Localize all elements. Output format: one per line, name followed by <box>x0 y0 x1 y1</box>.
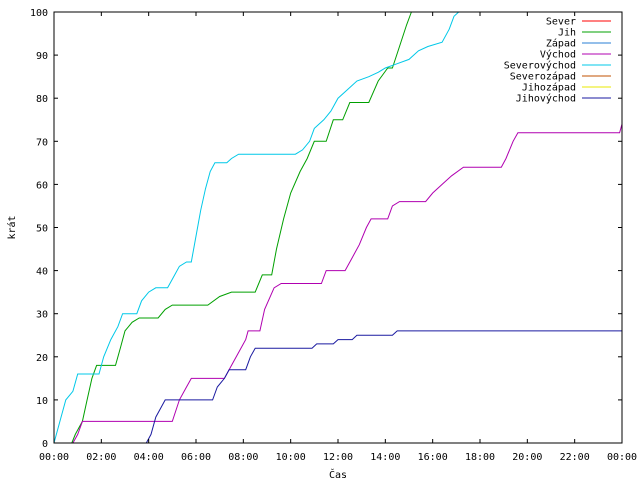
y-tick-label: 40 <box>36 267 48 278</box>
x-tick-label: 18:00 <box>465 452 495 463</box>
y-tick-label: 0 <box>42 439 48 450</box>
x-tick-label: 00:00 <box>607 452 637 463</box>
x-tick-label: 20:00 <box>512 452 542 463</box>
x-tick-label: 02:00 <box>86 452 116 463</box>
legend-label-jihovychod: Jihovýchod <box>516 93 576 105</box>
x-tick-label: 12:00 <box>323 452 353 463</box>
legend-label-jih: Jih <box>558 28 576 39</box>
y-tick-label: 30 <box>36 310 48 321</box>
series-layer <box>53 11 623 444</box>
legend: SeverJihZápadVýchodSeverovýchodSeverozáp… <box>504 17 611 105</box>
y-tick-label: 80 <box>36 94 48 105</box>
legend-label-jihozapad: Jihozápad <box>522 82 576 94</box>
y-tick-label: 100 <box>30 8 48 19</box>
series-line-severovychod <box>53 11 460 444</box>
legend-label-vychod: Východ <box>540 49 576 61</box>
series-line-jih <box>71 11 412 444</box>
x-tick-label: 10:00 <box>276 452 306 463</box>
legend-label-zapad: Západ <box>546 38 576 50</box>
x-axis-label: Čas <box>329 468 347 480</box>
series-line-jihovychod <box>145 330 622 444</box>
x-tick-label: 06:00 <box>181 452 211 463</box>
y-tick-label: 90 <box>36 51 48 62</box>
legend-label-severovychod: Severovýchod <box>504 60 576 72</box>
axis-ticks: 00:00 02:00 04:00 06:00 08:00 10:00 12:00 14:00… <box>30 8 637 463</box>
x-tick-label: 08:00 <box>228 452 258 463</box>
y-tick-label: 20 <box>36 353 48 364</box>
x-tick-label: 14:00 <box>370 452 400 463</box>
y-tick-label: 60 <box>36 180 48 191</box>
y-tick-label: 50 <box>36 224 48 235</box>
x-tick-label: 16:00 <box>418 452 448 463</box>
x-tick-label: 00:00 <box>39 452 69 463</box>
y-tick-label: 10 <box>36 396 48 407</box>
legend-label-severozapad: Severozápad <box>510 71 576 83</box>
y-tick-label: 70 <box>36 137 48 148</box>
legend-label-sever: Sever <box>546 17 576 28</box>
x-tick-label: 04:00 <box>134 452 164 463</box>
x-tick-label: 22:00 <box>560 452 590 463</box>
series-line-vychod <box>72 123 623 444</box>
y-axis-label: krát <box>6 215 18 239</box>
